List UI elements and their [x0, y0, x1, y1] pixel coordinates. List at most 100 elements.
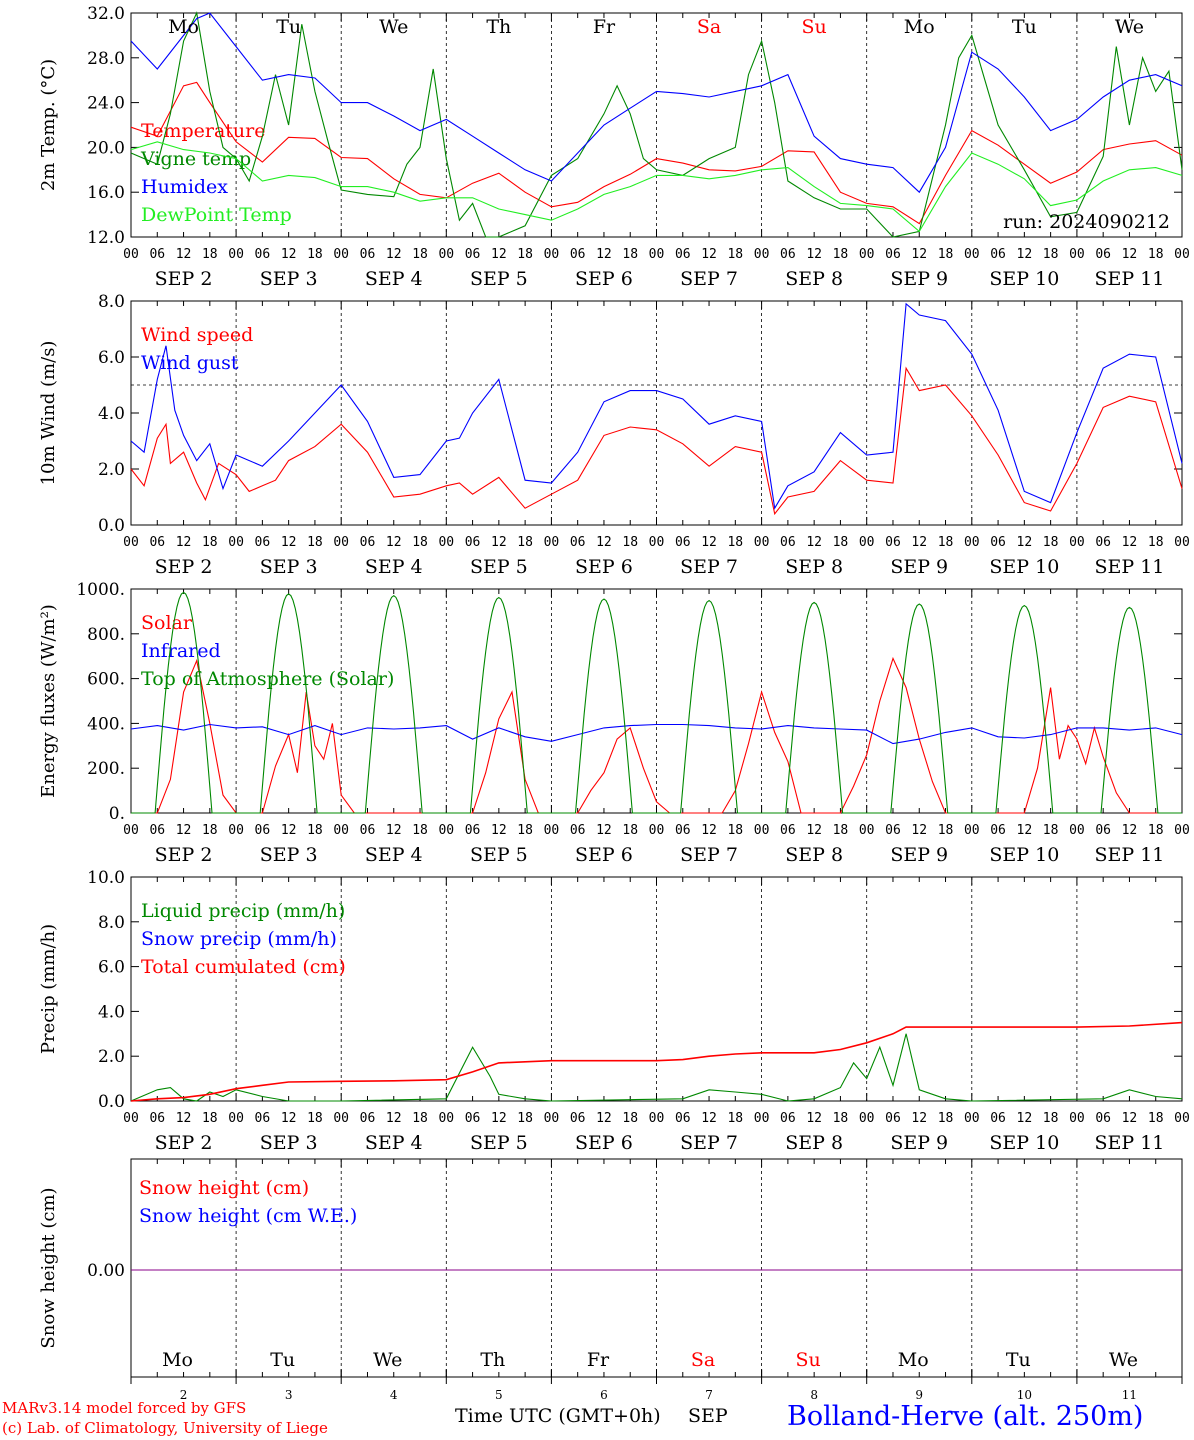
panel-1-hour-label: 00 [964, 535, 980, 550]
panel-2-hour-label: 06 [675, 823, 691, 838]
panel-1-hour-label: 18 [833, 535, 849, 550]
panel-0-date-label: SEP 4 [365, 268, 423, 290]
panel-1-date-label: SEP 8 [785, 556, 843, 578]
panel-1-hour-label: 06 [885, 535, 901, 550]
panel-3-hour-label: 00 [754, 1111, 770, 1126]
panel-1-hour-label: 00 [333, 535, 349, 550]
panel-2-hour-label: 18 [307, 823, 323, 838]
panel-1-hour-label: 12 [911, 535, 927, 550]
panel-2-y-tick-label: 800. [87, 625, 125, 645]
panel-2-hour-label: 18 [1043, 823, 1059, 838]
panel-2-hour-label: 00 [754, 823, 770, 838]
panel-2-hour-label: 18 [938, 823, 954, 838]
panel-3-y-tick-label: 10.0 [87, 868, 125, 888]
panel-3-hour-label: 12 [1122, 1111, 1138, 1126]
panel-0-hour-label: 06 [885, 247, 901, 262]
panel-1-hour-label: 00 [649, 535, 665, 550]
panel-1-hour-label: 00 [1174, 535, 1190, 550]
panel-2-hour-label: 12 [806, 823, 822, 838]
panel-0-hour-label: 06 [465, 247, 481, 262]
panel-2-hour-label: 06 [990, 823, 1006, 838]
panel-0-hour-label: 00 [544, 247, 560, 262]
day-name-top: We [379, 16, 408, 38]
panel-1-hour-label: 18 [622, 535, 638, 550]
panel-0-hour-label: 18 [517, 247, 533, 262]
series-line-liquid-precip-mm-h- [130, 1033, 1183, 1102]
day-name-top: We [1115, 16, 1144, 38]
panel-1-date-label: SEP 5 [470, 556, 528, 578]
day-number: 4 [390, 1388, 398, 1402]
panel-0-date-label: SEP 11 [1095, 268, 1165, 290]
panel-2-date-label: SEP 2 [155, 844, 213, 866]
panel-0-hour-label: 18 [202, 247, 218, 262]
panel-2-hour-label: 06 [360, 823, 376, 838]
panel-2-hour-label: 12 [596, 823, 612, 838]
panel-2-date-label: SEP 4 [365, 844, 423, 866]
panel-0-hour-label: 18 [833, 247, 849, 262]
panel-1-date-label: SEP 6 [575, 556, 633, 578]
panel-3-hour-label: 00 [438, 1111, 454, 1126]
panel-0-hour-label: 12 [176, 247, 192, 262]
panel-3-hour-label: 12 [491, 1111, 507, 1126]
panel-2-hour-label: 06 [149, 823, 165, 838]
panel-2-date-label: SEP 10 [989, 844, 1059, 866]
day-number: 8 [810, 1388, 818, 1402]
panel-1-date-label: SEP 2 [155, 556, 213, 578]
run-annotation: run: 2024090212 [1003, 211, 1170, 233]
legend-wind-gust: Wind gust [141, 352, 239, 374]
panel-2-hour-label: 18 [833, 823, 849, 838]
panel-1-hour-label: 12 [1122, 535, 1138, 550]
panel-0-hour-label: 18 [1043, 247, 1059, 262]
panel-2-y-axis-label: Energy fluxes (W/m²) [38, 604, 59, 798]
series-line-solar [131, 656, 1182, 814]
panel-3-hour-label: 12 [281, 1111, 297, 1126]
series-line-top-of-atmosphere-solar- [131, 591, 1182, 814]
panel-2-hour-label: 00 [649, 823, 665, 838]
panel-1-hour-label: 12 [1017, 535, 1033, 550]
panel-0-hour-label: 12 [281, 247, 297, 262]
panel-3-y-tick-label: 6.0 [98, 958, 125, 978]
panel-0-hour-label: 00 [438, 247, 454, 262]
panel-3-hour-label: 18 [938, 1111, 954, 1126]
panel-1-y-tick-label: 6.0 [98, 348, 125, 368]
panel-0-hour-label: 06 [675, 247, 691, 262]
day-name-top: Th [486, 16, 511, 38]
panel-0-y-axis-label: 2m Temp. (°C) [38, 59, 59, 191]
panel-2-hour-label: 06 [1095, 823, 1111, 838]
panel-3-hour-label: 18 [202, 1111, 218, 1126]
panel-1-hour-label: 18 [412, 535, 428, 550]
panel-2-hour-label: 00 [438, 823, 454, 838]
panel-3-hour-label: 00 [964, 1111, 980, 1126]
panel-3-hour-label: 12 [386, 1111, 402, 1126]
panel-0-hour-label: 18 [938, 247, 954, 262]
day-name-top: Tu [276, 16, 301, 38]
panel-3-hour-label: 06 [885, 1111, 901, 1126]
panel-2-y-tick-label: 1000. [76, 580, 125, 600]
panel-2-hour-label: 06 [255, 823, 271, 838]
panel-1-hour-label: 18 [517, 535, 533, 550]
panel-0-y-tick-label: 28.0 [87, 49, 125, 69]
legend-wind-speed: Wind speed [141, 324, 253, 346]
panel-3-date-label: SEP 7 [680, 1132, 738, 1154]
panel-1-hour-label: 00 [859, 535, 875, 550]
legend-humidex: Humidex [141, 176, 228, 198]
series-line-total-cumulated-cm- [130, 1021, 1183, 1102]
panel-0-hour-label: 18 [727, 247, 743, 262]
panel-1-hour-label: 00 [228, 535, 244, 550]
panel-0-hour-label: 12 [491, 247, 507, 262]
day-name-top: Mo [904, 16, 935, 38]
panel-0-hour-label: 18 [412, 247, 428, 262]
panel-0-hour-label: 06 [990, 247, 1006, 262]
day-name-bottom: Mo [898, 1349, 929, 1371]
panel-3-hour-label: 18 [1043, 1111, 1059, 1126]
panel-3-date-label: SEP 10 [989, 1132, 1059, 1154]
panel-3-hour-label: 18 [1148, 1111, 1164, 1126]
panel-0-hour-label: 12 [806, 247, 822, 262]
panel-2-hour-label: 12 [701, 823, 717, 838]
panel-1-hour-label: 18 [202, 535, 218, 550]
series-line-temperature [130, 81, 1183, 225]
legend-snow-precip-mm-h-: Snow precip (mm/h) [141, 928, 337, 950]
panel-3-date-label: SEP 9 [890, 1132, 948, 1154]
panel-2-hour-label: 06 [885, 823, 901, 838]
panel-1-hour-label: 12 [806, 535, 822, 550]
